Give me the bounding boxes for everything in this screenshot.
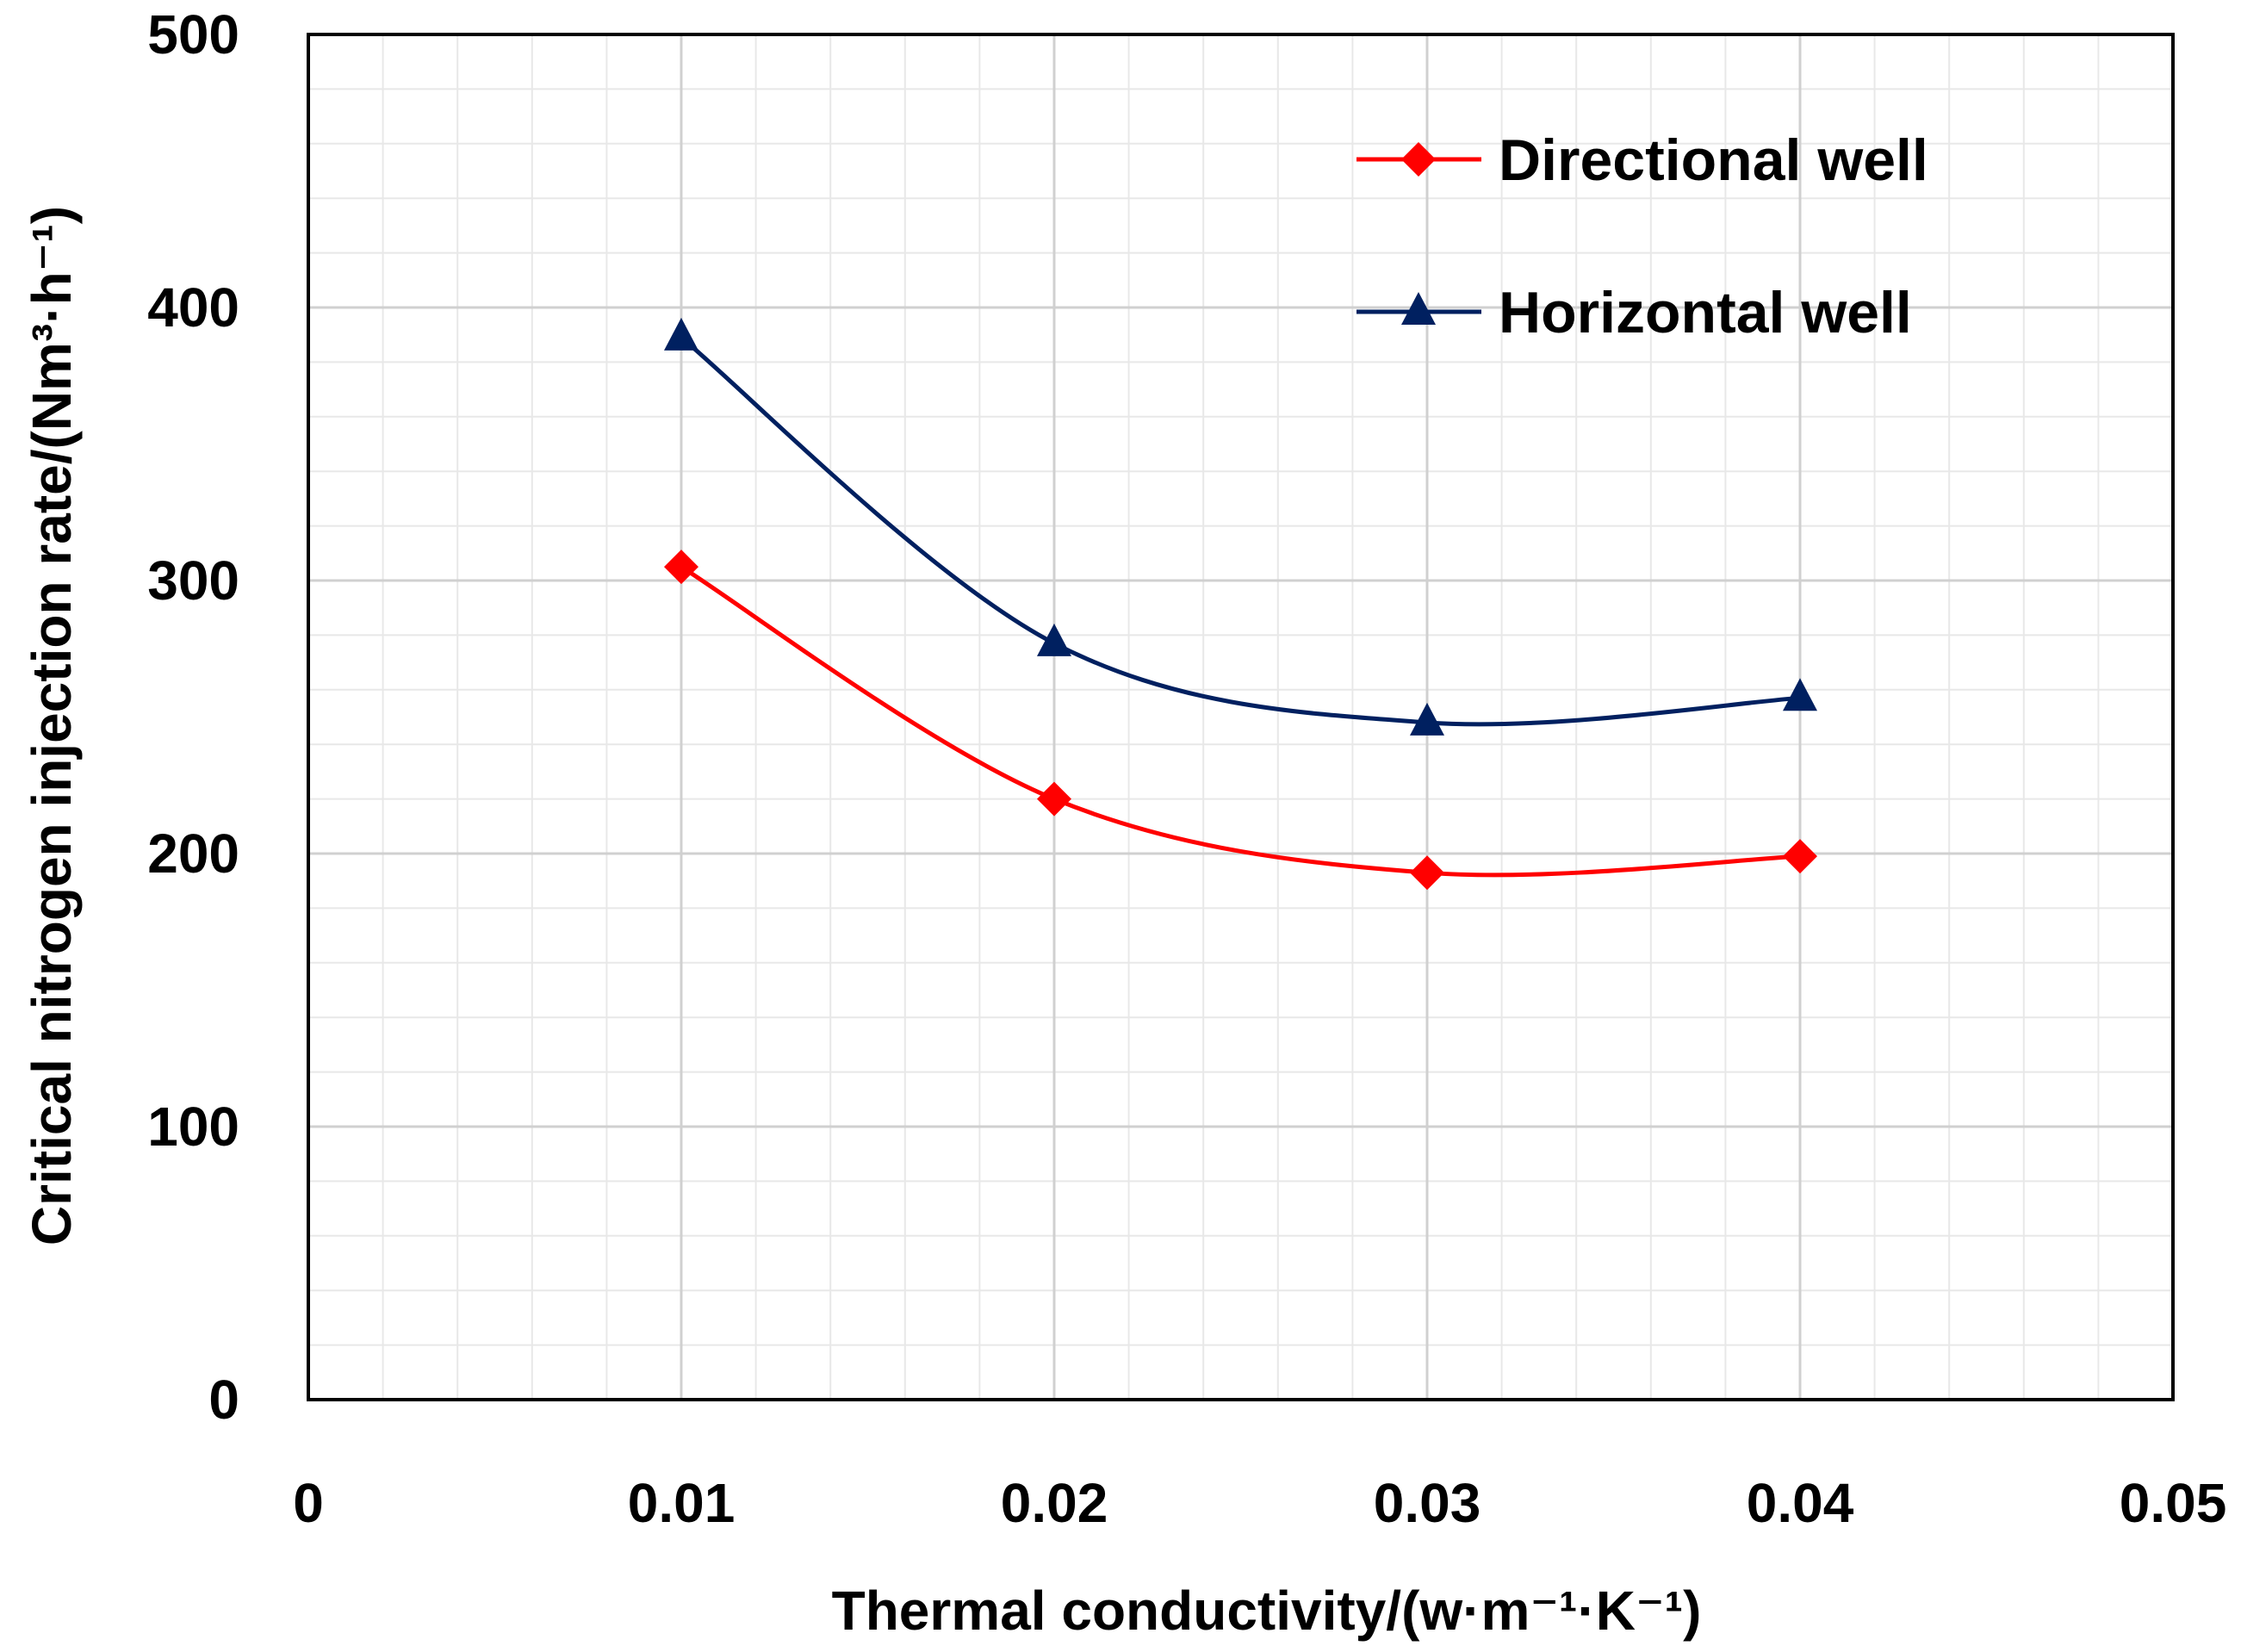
data-point-triangle: [664, 317, 698, 351]
y-tick-label: 300: [147, 550, 239, 612]
data-point-triangle: [1410, 702, 1444, 736]
data-point-diamond: [664, 550, 698, 585]
data-point-diamond: [1037, 781, 1071, 817]
x-tick-label: 0.04: [1747, 1472, 1854, 1534]
major-gridlines: [308, 34, 2173, 1400]
x-tick-label: 0.01: [628, 1472, 736, 1534]
y-axis-label: Critical nitrogen injection rate/(Nm³·h⁻…: [21, 206, 83, 1245]
data-point-triangle: [1783, 678, 1817, 711]
legend-entry-directional-well: Directional well: [1356, 127, 1928, 193]
x-tick-label: 0: [293, 1472, 324, 1534]
series-layer: [664, 317, 1817, 891]
y-tick-labels: 0 100 200 300 400 500: [147, 3, 239, 1431]
minor-gridlines: [308, 34, 2173, 1400]
series-directional-well: [664, 550, 1817, 891]
series-line-horizontal-well: [680, 335, 1801, 727]
plot-frame: [307, 33, 2175, 1401]
y-tick-label: 200: [147, 823, 239, 885]
data-point-diamond: [1410, 855, 1444, 891]
legend-marker-triangle: [1401, 292, 1436, 325]
y-tick-label: 0: [208, 1369, 239, 1431]
series-line-directional-well: [680, 565, 1801, 878]
data-point-diamond: [1783, 839, 1817, 874]
x-tick-label: 0.05: [2120, 1472, 2227, 1534]
legend-label-horizontal-well: Horizontal well: [1499, 280, 1912, 345]
legend: Directional well Horizontal well: [1356, 127, 1928, 345]
data-point-triangle: [1037, 623, 1071, 656]
y-tick-label: 400: [147, 276, 239, 338]
x-tick-label: 0.02: [1001, 1472, 1108, 1534]
y-tick-label: 500: [147, 3, 239, 65]
x-tick-label: 0.03: [1374, 1472, 1481, 1534]
series-horizontal-well: [664, 317, 1817, 736]
legend-marker-diamond: [1401, 142, 1436, 177]
x-axis-label: Thermal conductivity/(w·m⁻¹·K⁻¹): [832, 1580, 1702, 1642]
y-tick-label: 100: [147, 1096, 239, 1158]
x-tick-labels: 0 0.01 0.02 0.03 0.04 0.05: [293, 1472, 2226, 1534]
legend-label-directional-well: Directional well: [1499, 127, 1928, 193]
legend-entry-horizontal-well: Horizontal well: [1356, 280, 1912, 345]
